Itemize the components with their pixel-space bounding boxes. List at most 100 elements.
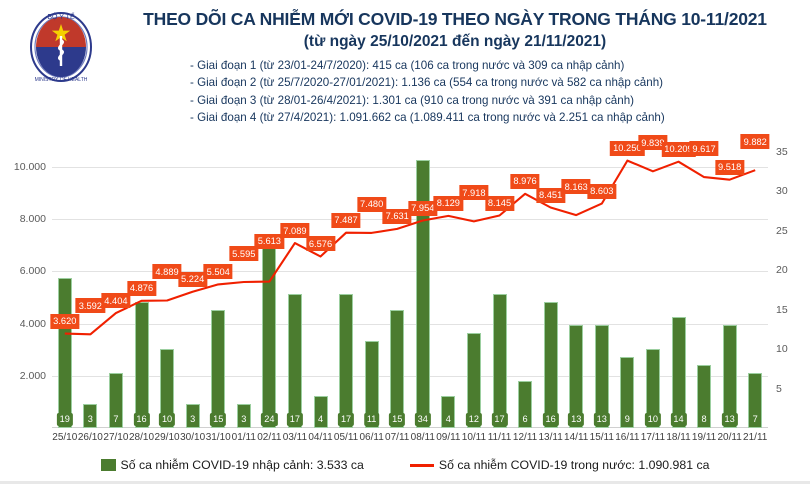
domestic-cases-line: [64, 159, 756, 336]
phase-summary-line: - Giai đoạn 2 (từ 25/7/2020-27/01/2021):…: [190, 76, 664, 90]
line-value-label: 4.404: [101, 293, 131, 309]
page-subtitle: (từ ngày 25/10/2021 đến ngày 21/11/2021): [303, 33, 607, 50]
bar-value-label: 10: [158, 413, 176, 426]
y-axis-left-tick: 8.000: [19, 213, 46, 226]
bar-value-label: 7: [749, 413, 761, 426]
x-axis-tick-label: 14/11: [564, 432, 589, 443]
bar-imported-cases: [645, 349, 660, 428]
bar-imported-cases: [211, 309, 226, 428]
bar-imported-cases: [390, 309, 405, 428]
y-axis-right-tick: 10: [776, 343, 788, 356]
y-axis-right-tick: 25: [776, 224, 788, 237]
y-axis-left-tick: 10.000: [13, 161, 46, 174]
line-value-label: 7.918: [459, 185, 489, 201]
bar-imported-cases: [543, 301, 558, 428]
footer-divider: [0, 481, 810, 484]
x-axis-tick-label: 09/11: [436, 432, 461, 443]
ministry-of-health-logo: BỘ Y TẾ MINISTRY OF HEALTH: [22, 10, 100, 86]
y-axis-right-tick: 20: [776, 264, 788, 277]
line-value-label: 10.250: [610, 140, 645, 156]
bar-value-label: 3: [187, 413, 199, 426]
svg-text:MINISTRY OF HEALTH: MINISTRY OF HEALTH: [35, 77, 88, 83]
bar-imported-cases: [160, 349, 175, 428]
x-axis-tick-label: 07/11: [385, 432, 410, 443]
x-axis-tick-label: 28/10: [128, 432, 155, 443]
line-value-label: 4.876: [126, 280, 157, 296]
x-axis-tick-label: 29/10: [154, 432, 180, 443]
x-axis-tick-label: 16/11: [615, 432, 640, 443]
legend-swatch-line-icon: [409, 463, 434, 467]
phase-summary-line: - Giai đoạn 4 (từ 27/4/2021): 1.091.662 …: [190, 110, 665, 124]
bar-value-label: 8: [698, 413, 710, 426]
x-axis-tick-label: 12/11: [512, 432, 538, 443]
chart-title-block: THEO DÕI CA NHIỄM MỚI COVID-19 THEO NGÀY…: [105, 8, 805, 53]
gridline: [52, 271, 768, 273]
x-axis-tick-label: 27/10: [103, 432, 129, 443]
bar-imported-cases: [569, 325, 584, 428]
bar-value-label: 10: [644, 413, 662, 426]
line-value-label: 6.576: [305, 236, 336, 252]
bar-value-label: 13: [721, 413, 738, 426]
bar-imported-cases: [466, 333, 481, 428]
bar-value-label: 7: [110, 413, 122, 426]
line-value-label: 5.613: [254, 233, 284, 249]
bar-value-label: 13: [593, 413, 610, 426]
plot-area: 2.000 4.000 6.000 8.000 10.000 5 10 15 20 25 30 35 1…: [14, 128, 788, 443]
line-value-label: 7.487: [331, 212, 361, 228]
y-axis-right-tick: 30: [776, 185, 788, 198]
bar-imported-cases: [415, 159, 430, 428]
bar-value-label: 34: [414, 413, 431, 426]
x-axis-tick-label: 04/11: [308, 432, 333, 443]
bar-value-label: 15: [389, 413, 406, 426]
line-value-label: 8.163: [561, 179, 591, 195]
bar-imported-cases: [364, 341, 379, 428]
x-axis-tick-label: 08/11: [410, 432, 435, 443]
chart-legend: Số ca nhiễm COVID-19 nhập cảnh: 3.533 ca…: [0, 458, 810, 472]
line-value-label: 9.882: [740, 134, 770, 150]
bar-imported-cases: [697, 364, 712, 428]
bar-imported-cases: [287, 293, 302, 428]
bar-imported-cases: [594, 325, 609, 428]
bar-value-label: 15: [210, 413, 227, 426]
legend-swatch-bar-icon: [100, 459, 116, 471]
y-axis-left-tick: 6.000: [19, 265, 46, 278]
line-value-label: 3.592: [75, 298, 105, 314]
x-axis-tick-label: 26/10: [77, 432, 103, 443]
bar-value-label: 14: [670, 413, 687, 426]
bar-value-label: 17: [491, 413, 508, 426]
x-axis-tick-label: 13/11: [538, 432, 563, 443]
bar-imported-cases: [339, 293, 354, 428]
legend-label-domestic: Số ca nhiễm COVID-19 trong nước: 1.090.9…: [438, 458, 710, 472]
line-value-label: 3.620: [50, 313, 80, 329]
y-axis-right-tick: 35: [776, 145, 788, 158]
x-axis-tick-label: 30/10: [180, 432, 206, 443]
line-value-label: 8.976: [510, 173, 540, 189]
bar-imported-cases: [671, 317, 686, 428]
x-axis-tick-label: 03/11: [282, 432, 308, 443]
bar-value-label: 9: [621, 413, 633, 426]
x-axis-tick-label: 06/11: [359, 432, 384, 443]
line-value-label: 9.518: [715, 159, 745, 175]
bar-imported-cases: [134, 301, 149, 428]
gridline: [52, 323, 768, 325]
line-value-label: 5.504: [203, 264, 233, 280]
line-value-label: 4.889: [152, 264, 182, 280]
x-axis-line: [52, 427, 768, 428]
x-axis-tick-label: 01/11: [231, 432, 256, 443]
bar-value-label: 24: [261, 413, 278, 426]
x-axis-tick-label: 31/10: [205, 432, 231, 443]
bar-value-label: 12: [465, 413, 483, 426]
x-axis-tick-label: 05/11: [333, 432, 359, 443]
line-value-label: 5.595: [229, 246, 259, 262]
legend-item-imported: Số ca nhiễm COVID-19 nhập cảnh: 3.533 ca: [100, 458, 364, 472]
x-axis-tick-label: 11/11: [487, 432, 512, 443]
line-value-label: 9.839: [638, 135, 668, 151]
line-value-label: 9.617: [689, 141, 719, 157]
gridline: [52, 375, 768, 377]
x-axis-tick-label: 25/10: [52, 432, 78, 443]
y-axis-left-tick: 4.000: [19, 317, 46, 330]
bar-value-label: 11: [363, 413, 380, 426]
bar-value-label: 6: [519, 413, 531, 426]
bar-value-label: 4: [314, 413, 327, 426]
phase-summary-list: - Giai đoạn 1 (từ 23/01-24/7/2020): 415 …: [190, 57, 770, 126]
